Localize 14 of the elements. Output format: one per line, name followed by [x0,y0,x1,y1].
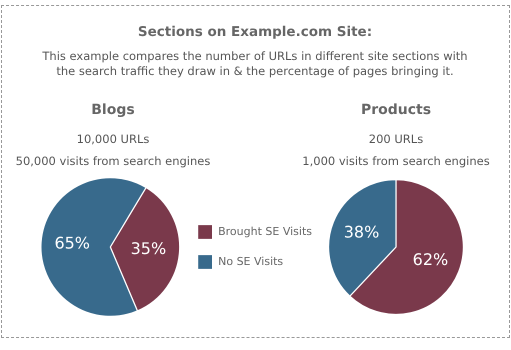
chart-subtitle: 10,000 URLs [76,132,150,147]
chart-subtitle: 200 URLs [368,132,424,147]
data-label: 38% [344,222,380,242]
data-label: 65% [54,233,90,252]
data-label: 62% [412,250,448,269]
legend-label: No SE Visits [218,254,284,268]
text: 1,000 visits from search engines [301,154,491,169]
text: 50,000 visits from search engines [14,154,212,169]
legend-label: Brought SE Visits [218,224,312,238]
text: This example compares the number of URLs in different site sections with the search traffic they draw in & the percentage of pages bringing it. [41,49,469,79]
chart-title: Products [360,102,432,120]
data-label: 35% [130,238,166,258]
text: Sections on Example.com Site: [136,24,374,40]
chart-title: Blogs [90,102,136,120]
